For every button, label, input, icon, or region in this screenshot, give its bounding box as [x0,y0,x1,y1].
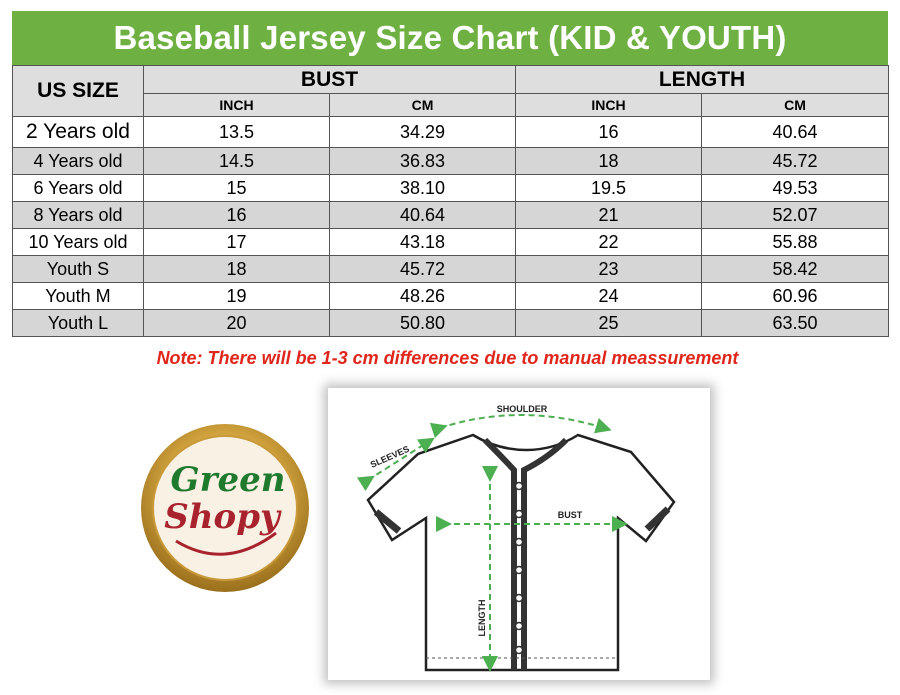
length-inch-cell: 21 [515,201,703,229]
length-inch-cell: 23 [515,255,703,283]
length-cm-cell: 58.42 [701,255,890,283]
header-bust: BUST [142,65,517,94]
sleeve-stripe-left [373,509,402,534]
header-length: LENGTH [515,65,890,94]
header-bust-cm: CM [328,93,517,117]
bust-inch-cell: 18 [143,255,330,283]
bust-inch-cell: 16 [143,201,330,229]
logo-swoosh [175,531,277,556]
jersey-buttons [514,481,524,655]
measurement-note: Note: There will be 1-3 cm differences d… [156,348,739,368]
length-label: LENGTH [477,600,487,637]
table-row: 4 Years old 14.5 36.83 18 45.72 [12,147,890,175]
table-row: Youth S 18 45.72 23 58.42 [12,255,890,283]
header-bust-inch: INCH [143,93,330,117]
jersey-diagram-panel: SHOULDER SLEEVES BUST LENGTH [328,388,710,680]
bust-cm-cell: 48.26 [328,282,517,310]
chart-title: Baseball Jersey Size Chart (KID & YOUTH) [12,11,888,65]
bust-cm-cell: 43.18 [328,228,517,256]
bust-cm-cell: 40.64 [328,201,517,229]
header-us-size: US SIZE [12,65,144,117]
table-row: 2 Years old 13.5 34.29 16 40.64 [12,116,890,148]
length-cm-cell: 52.07 [701,201,890,229]
table-row: 10 Years old 17 43.18 22 55.88 [12,228,890,256]
bust-inch-cell: 15 [143,174,330,202]
bust-cm-cell: 34.29 [328,116,517,148]
size-cell: 8 Years old [12,201,144,229]
bust-cm-cell: 45.72 [328,255,517,283]
length-inch-cell: 24 [515,282,703,310]
length-inch-cell: 25 [515,309,703,337]
length-cm-cell: 49.53 [701,174,890,202]
size-table: US SIZE BUST LENGTH INCH CM INCH CM 2 Ye… [12,65,890,337]
bust-inch-cell: 14.5 [143,147,330,175]
bust-cm-cell: 38.10 [328,174,517,202]
table-row: Youth L 20 50.80 25 63.50 [12,309,890,337]
jersey-piping-right [521,437,569,670]
bust-label: BUST [558,510,583,520]
bust-cm-cell: 50.80 [328,309,517,337]
size-cell: 2 Years old [12,116,144,148]
bust-inch-cell: 20 [143,309,330,337]
length-cm-cell: 55.88 [701,228,890,256]
table-row: 6 Years old 15 38.10 19.5 49.53 [12,174,890,202]
shoulder-label: SHOULDER [497,404,548,414]
length-inch-cell: 22 [515,228,703,256]
header-length-inch: INCH [515,93,703,117]
table-row: Youth M 19 48.26 24 60.96 [12,282,890,310]
size-cell: Youth L [12,309,144,337]
table-row: 8 Years old 16 40.64 21 52.07 [12,201,890,229]
jersey-piping-left [482,437,517,670]
length-cm-cell: 60.96 [701,282,890,310]
bust-cm-cell: 36.83 [328,147,517,175]
size-cell: Youth M [12,282,144,310]
length-cm-cell: 40.64 [701,116,890,148]
bust-inch-cell: 19 [143,282,330,310]
length-cm-cell: 63.50 [701,309,890,337]
green-shopy-logo: Green Shopy [141,424,309,592]
logo-text-shopy: Shopy [164,497,282,537]
length-cm-cell: 45.72 [701,147,890,175]
bust-inch-cell: 17 [143,228,330,256]
size-cell: Youth S [12,255,144,283]
sleeves-arrow [356,437,435,492]
length-inch-cell: 19.5 [515,174,703,202]
shoulder-arrow [429,414,612,439]
sleeve-stripe-right [644,506,671,532]
length-inch-cell: 18 [515,147,703,175]
header-length-cm: CM [701,93,890,117]
bust-inch-cell: 13.5 [143,116,330,148]
logo-text-green: Green [171,460,286,500]
size-cell: 4 Years old [12,147,144,175]
size-cell: 6 Years old [12,174,144,202]
size-cell: 10 Years old [12,228,144,256]
length-inch-cell: 16 [515,116,703,148]
jersey-diagram: SHOULDER SLEEVES BUST LENGTH [356,404,676,672]
